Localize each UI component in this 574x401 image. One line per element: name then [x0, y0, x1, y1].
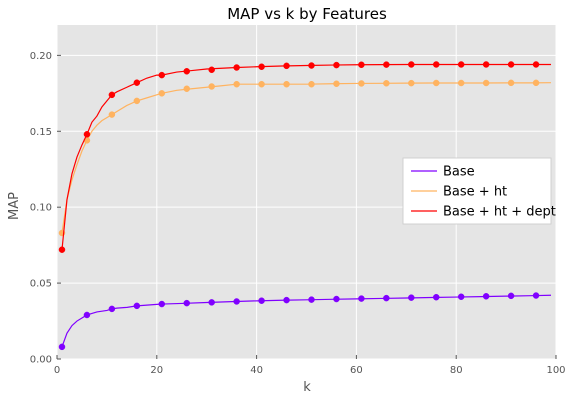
legend-label: Base + ht + dept	[443, 205, 556, 220]
data-point	[532, 292, 540, 299]
data-point	[83, 311, 91, 319]
x-tick-label: 60	[350, 365, 363, 376]
x-tick-label: 0	[54, 365, 60, 376]
y-tick-label: 0.10	[30, 203, 52, 214]
legend-label: Base	[443, 165, 475, 180]
series-line	[61, 82, 552, 234]
data-point	[408, 61, 415, 68]
grid-lines	[56, 25, 557, 360]
tick-labels: 0 20 40 60 80 100 0.00 0.05 0.10 0.15 0.20	[30, 51, 566, 376]
data-point	[283, 62, 290, 70]
data-point	[233, 64, 240, 71]
data-point	[482, 61, 490, 68]
series-1	[58, 79, 552, 237]
data-point	[308, 80, 315, 88]
data-point	[158, 90, 166, 97]
axes	[56, 54, 557, 360]
x-tick-label: 20	[150, 365, 163, 376]
data-point	[457, 61, 465, 68]
data-point	[258, 297, 265, 304]
data-point	[183, 299, 190, 307]
x-tick-label: 80	[450, 365, 463, 376]
data-point	[482, 79, 490, 87]
data-point	[133, 97, 141, 105]
data-point	[507, 292, 515, 300]
data-point	[358, 295, 365, 302]
data-point	[258, 80, 265, 88]
data-point	[183, 68, 190, 75]
data-point	[208, 66, 215, 74]
data-point	[283, 80, 290, 88]
data-point	[283, 296, 290, 304]
x-tick-label: 40	[250, 365, 263, 376]
y-tick-label: 0.05	[30, 279, 52, 290]
data-point	[208, 83, 215, 90]
data-point	[258, 63, 265, 70]
y-tick-label: 0.00	[30, 355, 52, 366]
data-point	[333, 295, 340, 303]
data-point	[532, 79, 540, 87]
data-point	[158, 71, 166, 79]
data-point	[333, 61, 340, 69]
legend: Base Base + ht Base + ht + dept	[402, 157, 556, 225]
data-point	[233, 298, 240, 305]
data-point	[233, 80, 240, 88]
data-point	[308, 62, 315, 69]
y-axis-label: MAP	[7, 192, 22, 220]
series-0	[58, 292, 552, 351]
y-tick-label: 0.15	[30, 127, 52, 138]
x-tick-label: 100	[546, 365, 565, 376]
series-line	[61, 63, 552, 250]
data-point	[532, 61, 540, 68]
data-point	[358, 61, 365, 69]
data-point	[383, 61, 390, 68]
data-point	[383, 80, 390, 87]
data-point	[432, 79, 440, 87]
data-point	[133, 79, 141, 86]
data-point	[133, 302, 141, 310]
data-point	[208, 299, 215, 306]
chart-title: MAP vs k by Features	[227, 5, 387, 23]
data-point	[183, 85, 190, 93]
data-point	[482, 293, 490, 300]
data-point	[507, 61, 515, 68]
data-point	[58, 246, 66, 253]
data-point	[383, 294, 390, 302]
data-point	[58, 343, 66, 351]
data-point	[457, 293, 465, 301]
data-point	[507, 79, 515, 87]
x-axis-label: k	[303, 380, 311, 395]
data-point	[83, 131, 91, 138]
legend-label: Base + ht	[443, 185, 507, 200]
series-2	[58, 61, 552, 253]
data-point	[108, 111, 116, 118]
y-tick-label: 0.20	[30, 51, 52, 62]
data-point	[457, 79, 465, 87]
data-point	[432, 61, 440, 68]
data-point	[358, 80, 365, 87]
data-point	[408, 79, 415, 87]
data-point	[333, 80, 340, 88]
data-point	[108, 305, 116, 313]
series-layer	[58, 61, 552, 351]
data-point	[408, 294, 415, 301]
data-point	[432, 293, 440, 301]
data-point	[308, 296, 315, 303]
data-point	[158, 300, 166, 308]
data-point	[108, 91, 116, 99]
